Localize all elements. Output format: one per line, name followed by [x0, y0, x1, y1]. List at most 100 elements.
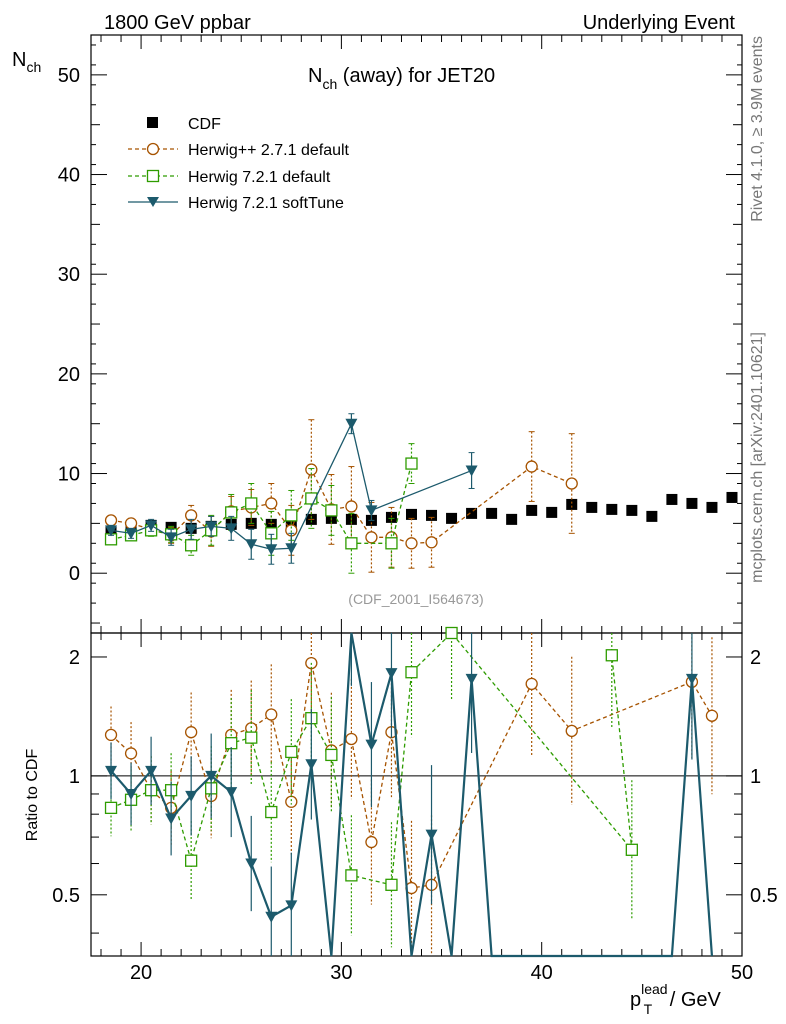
- cdf-point: [726, 491, 738, 503]
- x-tick-label: 50: [731, 962, 753, 984]
- point-herwigpp: [124, 517, 138, 530]
- ratio-point-h7soft: [245, 858, 258, 870]
- ratio-point-h7soft: [265, 911, 278, 923]
- ratio-line-h7soft: [110, 632, 714, 958]
- ratio-point-h7soft: [305, 759, 318, 771]
- cdf-point: [586, 501, 598, 513]
- y-tick-label: 10: [58, 464, 80, 486]
- ratio-point-herwigpp: [124, 747, 138, 760]
- ratio-line-h7def: [110, 632, 633, 886]
- ratio-tick-label: 1: [69, 766, 80, 788]
- ratio-point-h7soft: [185, 790, 198, 802]
- plot-title: Nch (away) for JET20: [308, 65, 495, 92]
- ratio-line-herwigpp: [110, 662, 713, 889]
- point-herwigpp: [345, 500, 358, 513]
- ratio-point-herwigpp: [285, 795, 298, 808]
- series-line-h7def: [110, 463, 413, 547]
- point-herwigpp: [525, 460, 538, 473]
- cdf-point: [706, 501, 718, 513]
- cdf-point: [405, 508, 417, 520]
- y-axis-label: Nch: [12, 49, 41, 75]
- cdf-point: [526, 504, 538, 516]
- x-axis-label: plead T / GeV: [630, 981, 722, 1017]
- point-h7soft: [225, 523, 238, 535]
- point-h7def: [405, 457, 418, 470]
- ratio-point-h7def: [385, 878, 398, 891]
- point-h7def: [345, 537, 358, 550]
- ratio-point-h7soft: [105, 765, 118, 777]
- ratio-point-h7soft: [205, 770, 218, 782]
- ratio-point-herwigpp: [565, 724, 578, 738]
- point-herwigpp: [405, 537, 418, 550]
- ratio-point-h7def: [445, 626, 458, 640]
- point-h7soft: [165, 532, 178, 544]
- point-h7soft: [365, 505, 378, 517]
- legend-label-cdf: CDF: [188, 116, 221, 133]
- point-h7def: [285, 509, 298, 522]
- ratio-point-herwigpp: [525, 677, 538, 691]
- cdf-point: [686, 497, 698, 509]
- point-h7soft: [185, 524, 198, 536]
- ratio-point-herwigpp: [265, 708, 278, 721]
- legend-label-herwigpp: Herwig++ 2.7.1 default: [188, 142, 350, 159]
- ratio-point-h7soft: [685, 673, 698, 685]
- point-h7soft: [465, 465, 478, 477]
- ratio-point-herwigpp: [104, 728, 118, 742]
- point-h7def: [185, 539, 198, 552]
- legend-marker-h7def: [146, 169, 160, 183]
- cdf-point: [666, 493, 678, 505]
- cdf-point: [446, 512, 458, 524]
- header-left: 1800 GeV ppbar: [104, 12, 251, 34]
- ratio-point-h7soft: [385, 668, 398, 680]
- ratio-point-h7soft: [225, 787, 238, 799]
- ratio-point-h7def: [605, 649, 618, 662]
- ratio-tick-label: 2: [69, 647, 80, 669]
- ratio-point-h7soft: [285, 900, 298, 912]
- point-herwigpp: [365, 531, 378, 544]
- legend: CDF Herwig++ 2.7.1 default Herwig 7.2.1 …: [128, 116, 350, 212]
- point-h7def: [385, 537, 398, 550]
- y-tick-label: 20: [58, 364, 80, 386]
- cdf-point: [546, 506, 558, 518]
- ratio-point-herwigpp: [705, 709, 719, 722]
- point-h7soft: [265, 544, 278, 556]
- cdf-point: [626, 504, 638, 516]
- legend-label-h7soft: Herwig 7.2.1 softTune: [188, 195, 344, 212]
- point-h7def: [305, 492, 318, 505]
- legend-entry-h7soft: Herwig 7.2.1 softTune: [128, 195, 344, 212]
- legend-entry-h7def: Herwig 7.2.1 default: [128, 169, 331, 186]
- ratio-point-h7soft: [425, 829, 438, 841]
- header-right: Underlying Event: [583, 12, 736, 34]
- ratio-point-h7def: [265, 805, 278, 819]
- point-herwigpp: [104, 514, 118, 527]
- legend-marker-cdf: [147, 117, 158, 128]
- point-h7def: [245, 497, 258, 510]
- point-h7soft: [205, 521, 218, 533]
- point-h7soft: [145, 520, 158, 532]
- legend-entry-cdf: CDF: [147, 116, 221, 133]
- ratio-point-h7def: [245, 731, 258, 744]
- ratio-point-h7soft: [145, 765, 158, 777]
- tick-labels: 20 30 40 50 0 10 20 30 40 50 0.5 0.5 1 1 2 2: [52, 65, 778, 984]
- ratio-point-h7soft: [465, 673, 478, 685]
- side-credit-mcplots: mcplots.cern.ch [arXiv:2401.10621]: [749, 332, 766, 583]
- ratio-point-herwigpp: [185, 726, 198, 739]
- x-tick-label: 20: [130, 962, 152, 984]
- point-herwigpp: [265, 497, 278, 510]
- cdf-point: [606, 503, 618, 515]
- legend-entry-herwigpp: Herwig++ 2.7.1 default: [128, 142, 350, 159]
- ratio-point-h7def: [405, 666, 418, 679]
- series-line-herwigpp: [110, 465, 572, 544]
- point-h7soft: [105, 525, 118, 537]
- cdf-point: [566, 498, 578, 510]
- cdf-point: [466, 507, 478, 519]
- legend-label-h7def: Herwig 7.2.1 default: [188, 169, 331, 186]
- y-tick-label: 40: [58, 165, 80, 187]
- point-herwigpp: [565, 477, 578, 490]
- cdf-point: [506, 513, 518, 525]
- side-credit-rivet: Rivet 4.1.0, ≥ 3.9M events: [749, 36, 766, 222]
- ratio-point-h7soft: [125, 788, 138, 800]
- ratio-point-h7def: [325, 748, 338, 762]
- ratio-point-h7def: [185, 854, 198, 867]
